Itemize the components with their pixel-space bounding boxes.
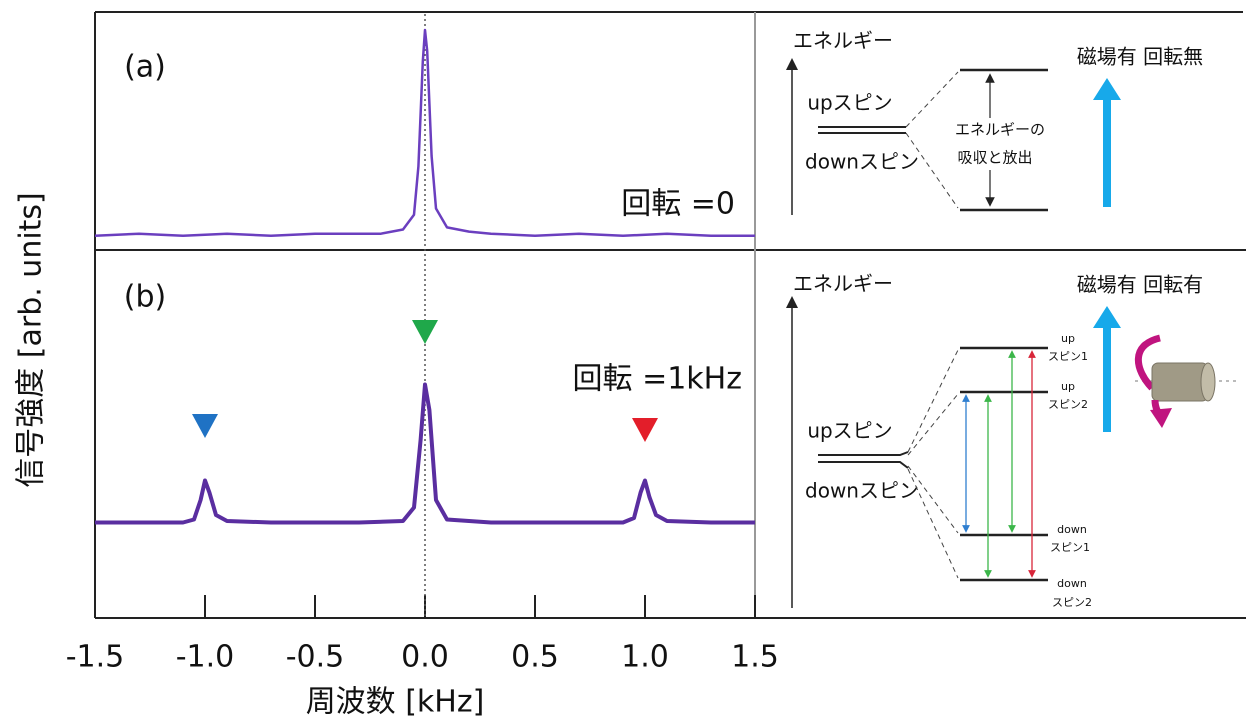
panel-label: (b): [124, 280, 166, 315]
peak-marker: [192, 414, 218, 438]
note-line: 吸収と放出: [957, 149, 1032, 167]
peak-marker: [412, 320, 438, 344]
level-label: down: [1057, 577, 1087, 590]
x-tick-label: -1.0: [176, 640, 235, 675]
level-label: スピン2: [1052, 596, 1092, 609]
down-spin-label: downスピン: [805, 479, 919, 503]
level-label: up: [1061, 332, 1075, 345]
spectrum-line: [94, 28, 755, 238]
annotation: 回転 =1kHz: [573, 362, 742, 397]
x-axis-label: 周波数 [kHz]: [306, 685, 485, 720]
level-label: スピン2: [1048, 398, 1088, 411]
frame: [94, 11, 1246, 619]
up-spin-label: upスピン: [807, 91, 892, 115]
spectrum-line: [95, 382, 755, 525]
panel-title: 磁場有 回転無: [1077, 45, 1203, 69]
level-label: スピン1: [1048, 350, 1088, 363]
x-tick-label: 0.5: [511, 640, 559, 675]
x-tick-label: -0.5: [286, 640, 345, 675]
energy-label: エネルギー: [793, 29, 893, 53]
level-label: down: [1057, 523, 1087, 536]
energy-diagram-bottom: エネルギー 磁場有 回転有 upスピン downスピン up スピン1 up ス…: [786, 272, 1240, 609]
x-tick-label: -1.5: [66, 640, 125, 675]
energy-label: エネルギー: [793, 272, 893, 296]
panel-label: (a): [124, 50, 166, 85]
y-axis-label: 信号強度 [arb. units]: [14, 192, 49, 488]
down-spin-label: downスピン: [805, 150, 919, 174]
x-tick-label: 1.0: [621, 640, 669, 675]
level-label: up: [1061, 380, 1075, 393]
x-tick-label: 0.0: [401, 640, 449, 675]
peak-marker: [632, 418, 658, 442]
panel-title: 磁場有 回転有: [1077, 273, 1203, 297]
annotation: 回転 =0: [621, 187, 735, 222]
level-label: スピン1: [1050, 541, 1090, 554]
energy-diagram-top: エネルギー 磁場有 回転無 upスピン downスピン エネルギーの 吸収と放出: [786, 29, 1203, 215]
note-line: エネルギーの: [955, 121, 1045, 139]
x-tick-label: 1.5: [731, 640, 779, 675]
up-spin-label: upスピン: [807, 419, 892, 443]
